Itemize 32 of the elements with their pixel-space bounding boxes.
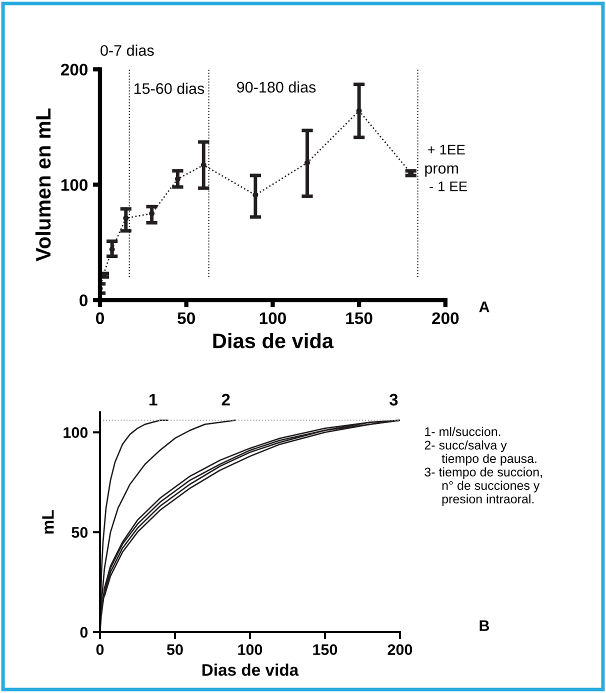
text: 1 [150,394,158,406]
x-tick-label: 100 [260,312,286,324]
text: 3 [389,394,398,406]
x-axis-title: Dias de vida [213,332,334,348]
x-tick-label: 150 [313,644,338,656]
text: 0-7 dias [100,44,154,56]
text: B [480,620,490,631]
x-tick-label: 150 [346,312,372,324]
annotation: 15-60 dias [134,82,204,94]
annotation: prom [425,165,458,177]
y-tick-label: 100 [61,179,88,191]
x-tick-label: 50 [166,644,183,656]
x-axis-title: Dias de vida [202,664,299,676]
x-tick-label: 50 [178,312,195,324]
x-tick-label: 0 [96,312,104,324]
x-tick-label: 200 [388,644,412,656]
annotation: 90-180 dias [237,81,316,93]
y-tick-label: 0 [80,294,88,306]
text: 1- ml/succion. 2- succ/salva y tiempo de pausa. 3- tiempo de succion, n° de succiones y presion intraoral. [424,426,542,506]
x-tick-label: 100 [238,644,262,656]
text: A [479,302,490,312]
annotation: - 1 EE [430,182,468,192]
y-tick-label: 0 [80,626,88,638]
y-tick-label: 50 [72,527,88,538]
x-tick-label: 0 [96,644,104,656]
y-axis-title: Volumen en mL [35,108,51,262]
y-axis-title: mL [42,510,54,534]
y-tick-label: 200 [60,64,88,76]
annotation: + 1EE [428,144,465,154]
x-tick-label: 200 [432,312,459,324]
text: 2 [222,394,230,406]
y-tick-label: 100 [64,427,88,438]
